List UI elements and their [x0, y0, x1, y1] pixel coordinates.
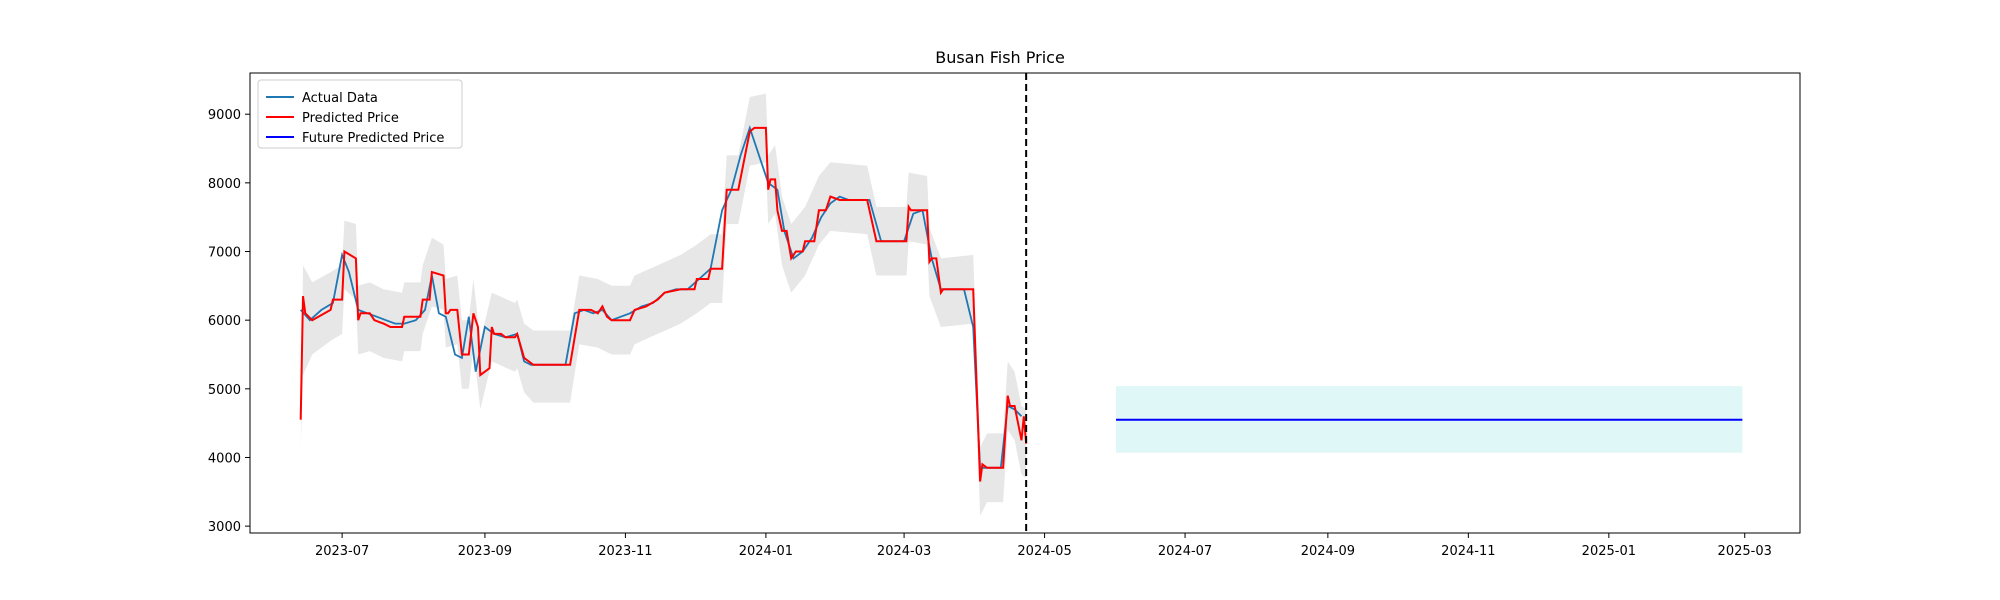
x-tick-label: 2023-09 [458, 544, 512, 559]
x-tick-label: 2024-07 [1158, 544, 1212, 559]
y-tick-label: 6000 [208, 314, 241, 329]
y-axis: 3000 4000 5000 6000 7000 8000 9000 [208, 108, 250, 535]
x-tick-label: 2024-03 [877, 544, 931, 559]
legend-entry-future-label: Future Predicted Price [302, 131, 444, 146]
y-tick-label: 5000 [208, 383, 241, 398]
series-line-predicted [299, 126, 1028, 482]
x-axis: 2023-07 2023-09 2023-11 2024-01 2024-03 2024-… [315, 533, 1772, 559]
y-tick-label: 8000 [208, 177, 241, 192]
x-tick-label: 2024-05 [1017, 544, 1071, 559]
x-tick-label: 2023-07 [315, 544, 369, 559]
x-tick-label: 2025-03 [1718, 544, 1772, 559]
y-tick-label: 9000 [208, 108, 241, 123]
y-tick-label: 4000 [208, 451, 241, 466]
legend-entry-actual-label: Actual Data [302, 91, 378, 106]
y-tick-label: 3000 [208, 520, 241, 535]
legend-entry-predicted-label: Predicted Price [302, 111, 399, 126]
x-tick-label: 2025-01 [1582, 544, 1636, 559]
legend-box [257, 79, 463, 149]
y-tick-label: 7000 [208, 246, 241, 261]
x-tick-label: 2024-09 [1301, 544, 1355, 559]
chart-title: Busan Fish Price [935, 48, 1065, 67]
axes-frame [249, 72, 1801, 534]
x-tick-label: 2024-11 [1441, 544, 1495, 559]
plot-area [299, 73, 1743, 533]
legend: Actual Data Predicted Price Future Predict… [257, 79, 463, 149]
x-tick-label: 2023-11 [598, 544, 652, 559]
x-tick-label: 2024-01 [739, 544, 793, 559]
